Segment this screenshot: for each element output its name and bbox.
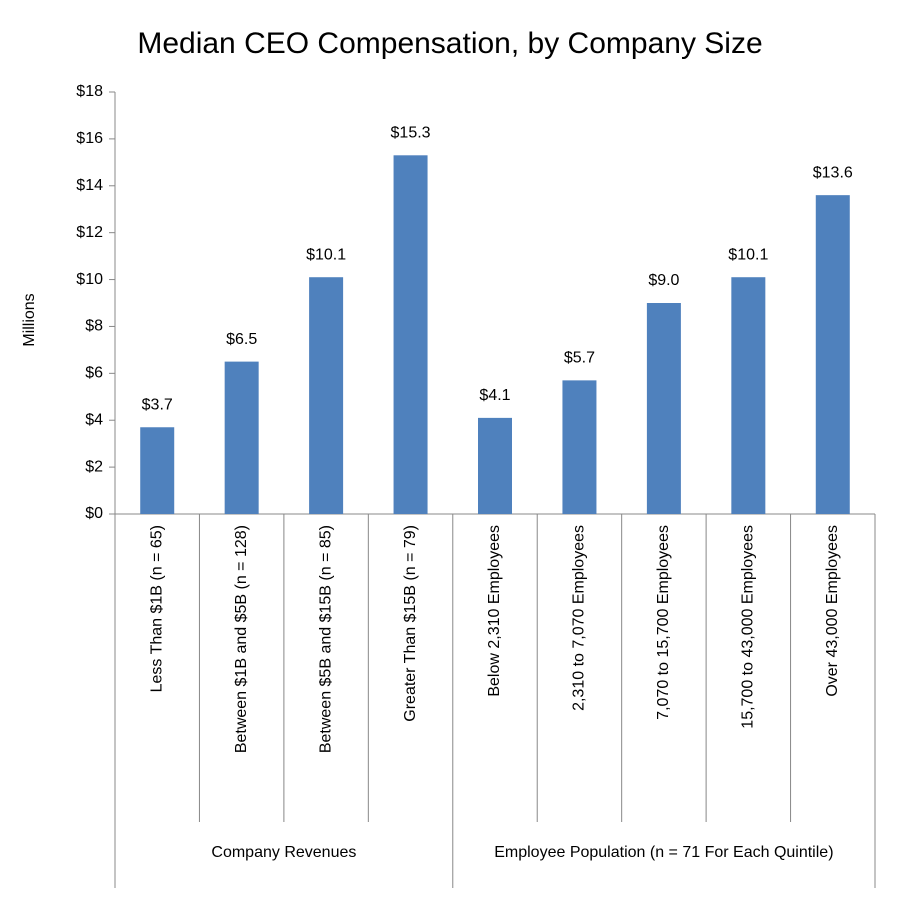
bar: [646, 303, 681, 514]
x-tick-label: Over 43,000 Employees: [824, 525, 841, 697]
group-label: Employee Population (n = 71 For Each Qui…: [494, 844, 834, 861]
x-tick-label: Below 2,310 Employees: [486, 525, 503, 697]
value-label: $5.7: [564, 350, 595, 367]
group-label: Company Revenues: [211, 844, 357, 861]
x-tick-label: Less Than $1B (n = 65): [148, 525, 165, 692]
value-label: $10.1: [728, 246, 768, 263]
y-tick-label: $14: [76, 177, 103, 194]
x-tick-label: Between $5B and $15B (n = 85): [317, 525, 334, 753]
value-label: $10.1: [306, 246, 346, 263]
value-label: $13.6: [813, 164, 853, 181]
value-label: $6.5: [226, 331, 257, 348]
value-label: $3.7: [142, 396, 173, 413]
y-tick-label: $0: [85, 505, 103, 522]
bar: [309, 277, 344, 514]
bar: [393, 155, 428, 515]
y-tick-label: $2: [85, 458, 103, 475]
value-label: $4.1: [479, 387, 510, 404]
y-axis-label: Millions: [21, 293, 38, 346]
chart-title: Median CEO Compensation, by Company Size: [137, 27, 762, 60]
x-tick-label: 2,310 to 7,070 Employees: [571, 525, 588, 711]
bar: [562, 380, 597, 514]
bar: [815, 195, 850, 514]
bar: [224, 361, 259, 514]
value-label: $15.3: [391, 125, 431, 142]
bar: [731, 277, 766, 514]
y-tick-label: $18: [76, 83, 103, 100]
group-label-box: Employee Population (n = 71 For Each Qui…: [494, 844, 834, 861]
bar: [140, 427, 175, 514]
y-tick-label: $4: [85, 411, 103, 428]
y-tick-label: $10: [76, 271, 103, 288]
y-tick-label: $16: [76, 130, 103, 147]
x-tick-label: 7,070 to 15,700 Employees: [655, 525, 672, 720]
bar: [478, 417, 512, 514]
value-label: $9.0: [648, 272, 679, 289]
y-tick-label: $6: [85, 365, 103, 382]
y-tick-label: $8: [85, 318, 103, 335]
group-label-box: Company Revenues: [211, 844, 357, 861]
x-tick-label: Between $1B and $5B (n = 128): [233, 525, 250, 753]
y-tick-label: $12: [76, 224, 103, 241]
x-tick-label: Greater Than $15B (n = 79): [402, 525, 419, 722]
x-tick-label: 15,700 to 43,000 Employees: [740, 525, 757, 729]
